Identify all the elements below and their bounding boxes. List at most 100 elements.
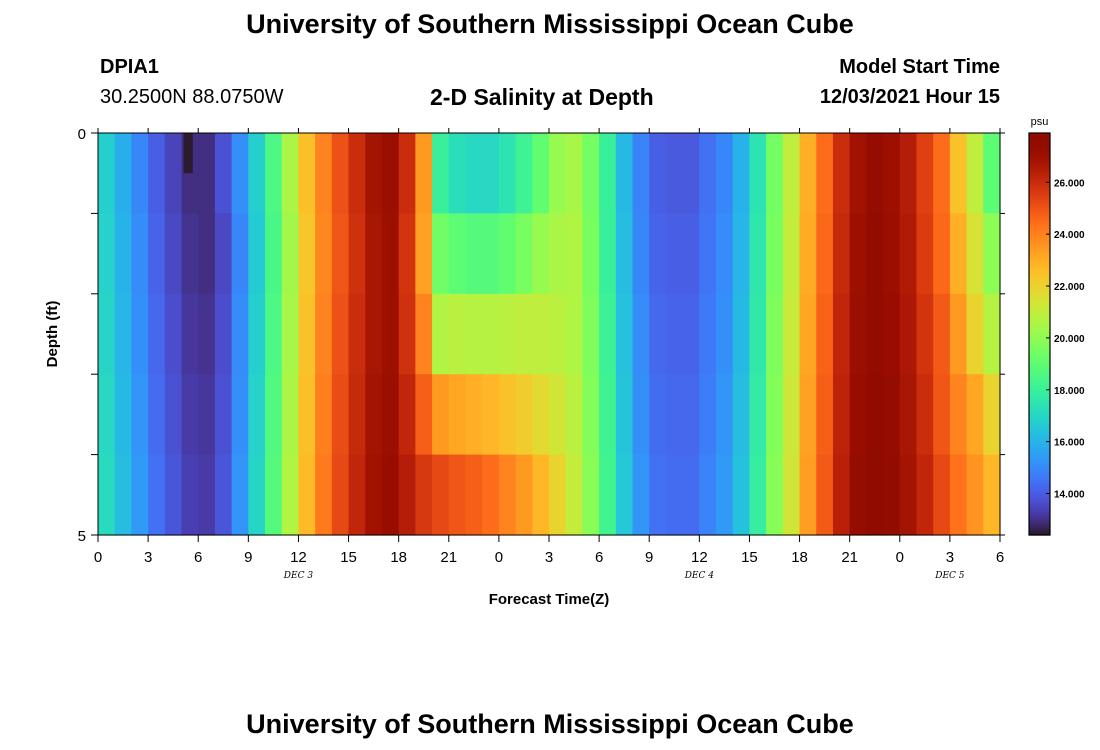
heatmap-cell <box>415 213 433 295</box>
heatmap-cell <box>348 454 366 536</box>
heatmap-cell <box>866 213 884 295</box>
heatmap-cell <box>799 374 817 456</box>
colorbar-swatch <box>1029 484 1050 488</box>
heatmap-cell <box>248 374 266 456</box>
heatmap-cell <box>766 133 784 214</box>
heatmap-cell <box>532 293 550 375</box>
heatmap-cell <box>816 374 834 456</box>
colorbar-swatch <box>1029 369 1050 373</box>
heatmap-cell <box>131 133 149 214</box>
heatmap-cell <box>281 374 300 456</box>
colorbar-swatch <box>1029 316 1050 320</box>
heatmap-cell <box>98 213 116 295</box>
heatmap-cell <box>816 133 834 214</box>
heatmap-cell <box>933 133 951 214</box>
heatmap-cell <box>415 293 433 375</box>
heatmap-cell <box>615 293 634 375</box>
colorbar-tick-label: 18.000 <box>1054 386 1085 397</box>
heatmap-cell <box>582 213 600 295</box>
colorbar-swatch <box>1029 519 1050 524</box>
heatmap-cell <box>465 133 483 214</box>
heatmap-cell <box>916 454 934 536</box>
heatmap-cell <box>198 454 216 536</box>
x-tick-label: 6 <box>194 549 202 566</box>
colorbar-swatch <box>1029 261 1050 265</box>
x-tick-label: 21 <box>841 549 858 566</box>
heatmap-cell <box>883 374 901 456</box>
x-tick-label: 3 <box>545 549 553 566</box>
heatmap-cell <box>649 293 667 375</box>
heatmap-cell <box>432 374 450 456</box>
colorbar-swatch <box>1029 529 1050 534</box>
colorbar-swatch <box>1029 467 1050 471</box>
heatmap-cell <box>381 133 400 214</box>
heatmap-cell <box>465 374 483 456</box>
x-tick-label: 0 <box>896 549 904 566</box>
heatmap-cell <box>448 133 467 214</box>
heatmap-cell <box>883 213 901 295</box>
heatmap-cell <box>231 213 249 295</box>
heatmap-cell <box>766 374 784 456</box>
heatmap-cell <box>682 213 700 295</box>
colorbar-swatch <box>1029 364 1050 368</box>
heatmap-cell <box>699 293 717 375</box>
heatmap-cell <box>331 454 350 536</box>
heatmap-cell <box>532 133 550 214</box>
colorbar-swatch <box>1029 308 1050 312</box>
colorbar-swatch <box>1029 276 1050 280</box>
colorbar-swatch <box>1029 298 1050 302</box>
colorbar-frame <box>1028 132 1051 536</box>
colorbar-swatch <box>1029 296 1050 300</box>
heatmap-cell <box>832 213 851 295</box>
colorbar-swatch <box>1029 354 1050 358</box>
heatmap-cell <box>632 454 650 536</box>
heatmap-cell <box>265 293 283 375</box>
colorbar-tick-label: 16.000 <box>1054 438 1085 449</box>
heatmap-cell <box>599 293 617 375</box>
colorbar-swatch <box>1029 326 1050 330</box>
heatmap-cell <box>699 374 717 456</box>
colorbar-swatch <box>1029 208 1050 212</box>
colorbar-swatch <box>1029 469 1050 473</box>
colorbar-swatch <box>1029 195 1050 199</box>
heatmap-cell <box>983 374 1001 456</box>
heatmap-cell <box>883 454 901 536</box>
heatmap-cell <box>498 374 517 456</box>
heatmap-cell <box>699 454 717 536</box>
x-tick-label: 18 <box>390 549 407 566</box>
heatmap-cell <box>549 293 567 375</box>
colorbar-swatch <box>1029 311 1050 315</box>
colorbar-swatch <box>1029 396 1050 400</box>
colorbar-swatch <box>1029 213 1050 217</box>
heatmap-cell <box>331 213 350 295</box>
heatmap-cell <box>949 374 968 456</box>
heatmap-cell <box>916 374 934 456</box>
colorbar-swatch <box>1029 532 1050 536</box>
colorbar-swatch <box>1029 351 1050 355</box>
colorbar-swatch <box>1029 489 1050 493</box>
heatmap-cell <box>482 133 500 214</box>
colorbar-swatch <box>1029 190 1050 194</box>
colorbar-swatch <box>1029 138 1050 142</box>
colorbar-swatch <box>1029 175 1050 179</box>
colorbar-swatch <box>1029 334 1050 338</box>
colorbar-swatch <box>1029 421 1050 426</box>
colorbar-swatch <box>1029 135 1050 139</box>
heatmap-cell <box>482 454 500 536</box>
heatmap-cell <box>198 133 216 214</box>
heatmap-cell <box>782 454 801 536</box>
colorbar-swatch <box>1029 464 1050 468</box>
heatmap-cell <box>849 133 867 214</box>
heatmap-cell <box>665 293 684 375</box>
colorbar-swatch <box>1029 509 1050 513</box>
heatmap-cell <box>649 454 667 536</box>
colorbar-swatch <box>1029 165 1050 169</box>
x-tick-label: 9 <box>244 549 252 566</box>
heatmap-cell <box>849 374 867 456</box>
heatmap-cell <box>348 133 366 214</box>
heatmap-cell <box>315 133 333 214</box>
heatmap-cell <box>983 293 1001 375</box>
heatmap-cell <box>665 454 684 536</box>
heatmap-cell <box>816 213 834 295</box>
heatmap-cell <box>465 454 483 536</box>
